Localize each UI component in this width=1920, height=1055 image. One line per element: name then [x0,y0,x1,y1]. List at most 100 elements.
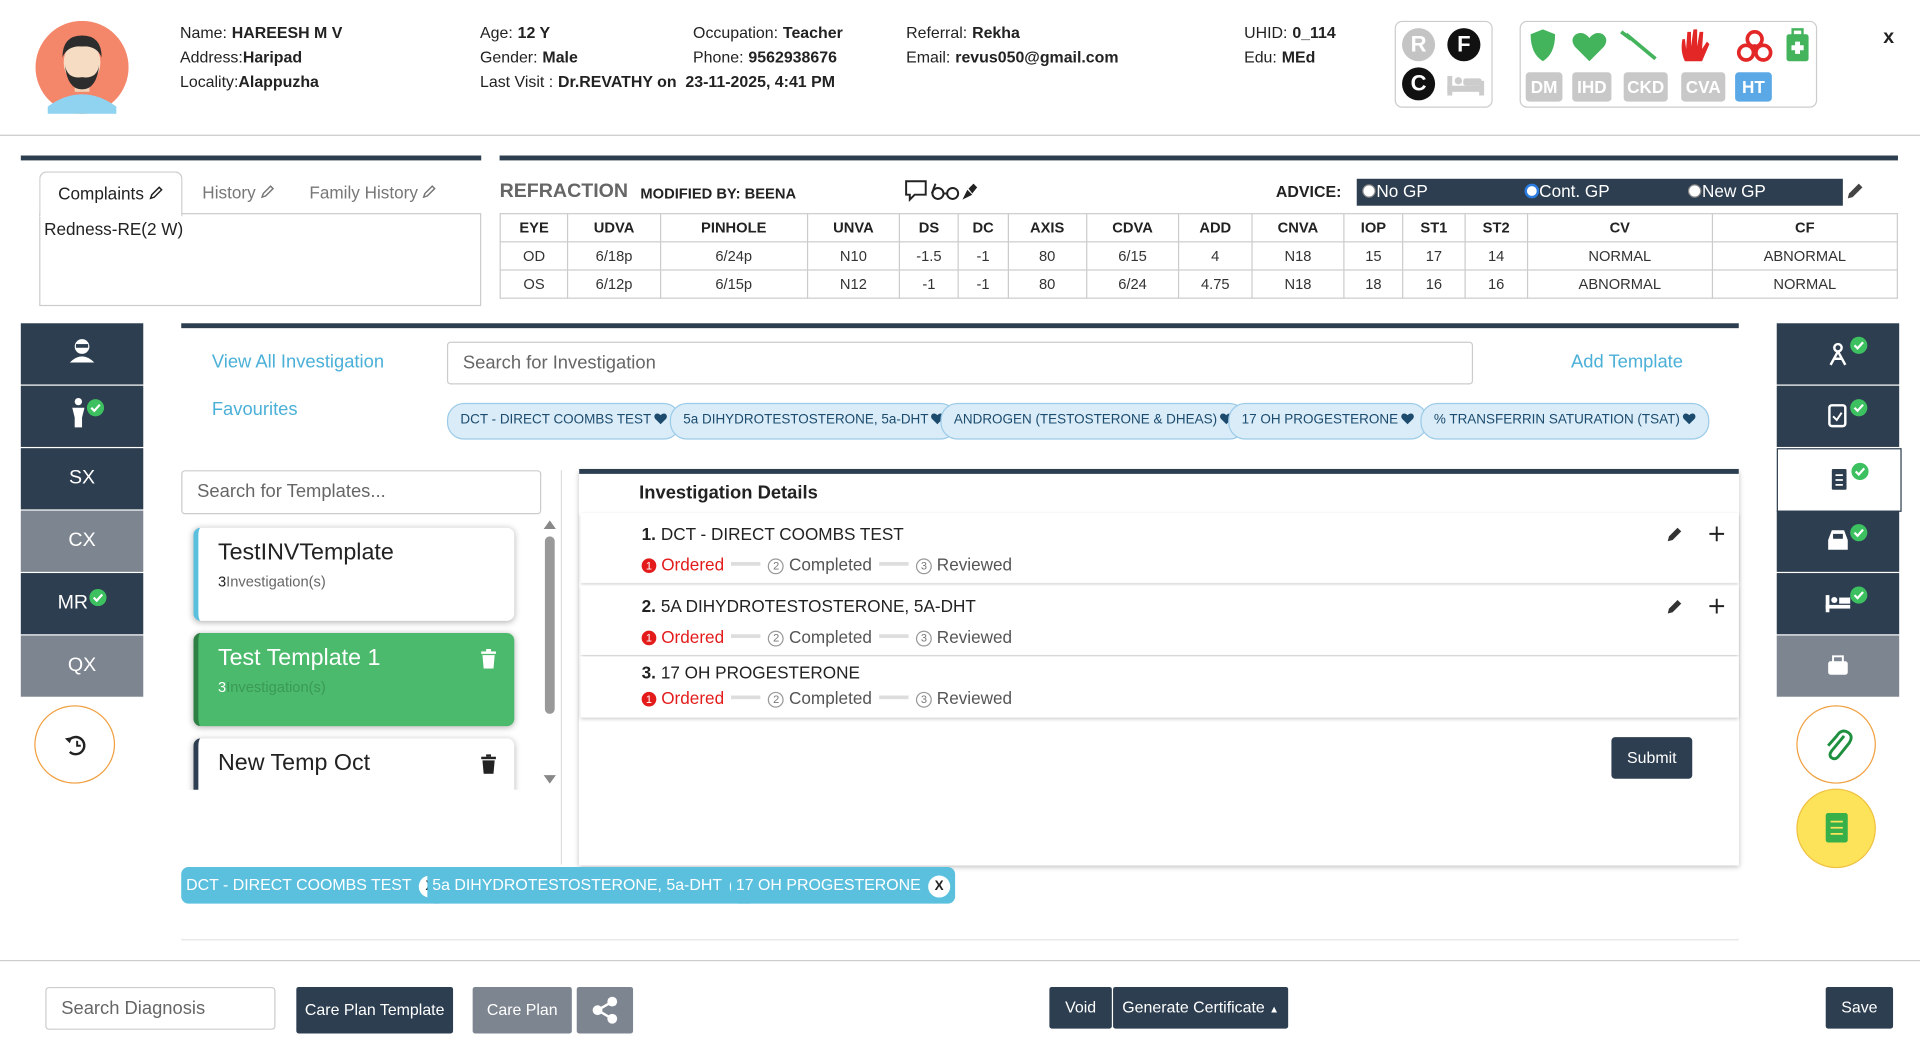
patient-field: Last Visit : Dr.REVATHY on 23-11-2025, 4:… [480,72,835,90]
share-button[interactable] [576,986,634,1034]
care-plan-template-button[interactable]: Care Plan Template [296,986,454,1034]
favourite-chip[interactable]: % TRANSFERRIN SATURATION (TSAT) [1420,402,1710,440]
edit-icon[interactable] [1845,181,1865,201]
notes-button[interactable] [1796,788,1876,869]
status-steps: 1 Ordered 2 Completed 3 Reviewed [641,688,1013,708]
selected-chip[interactable]: 17 OH PROGESTERONE X [731,866,956,904]
step-label: Ordered [661,626,725,647]
nav-item[interactable] [1776,448,1902,512]
favourite-chip[interactable]: 17 OH PROGESTERONE [1228,402,1428,440]
table-cell: 16 [1464,269,1528,299]
nav-label: MR [57,592,89,614]
nav-icon [1828,399,1868,428]
patient-field: Name: HAREESH M V [180,23,342,41]
panel-bar [181,323,1739,329]
count-label: Investigation(s) [226,678,326,696]
table-header: PINHOLE [659,213,808,243]
favourites-link[interactable]: Favourites [211,399,298,421]
step-line [879,695,909,700]
nav-item[interactable]: SX [20,448,144,510]
investigation-search[interactable]: Search for Investigation [446,341,1474,385]
history-button[interactable] [34,705,116,784]
template-card[interactable]: TestINVTemplate 3Investigation(s) [193,527,515,621]
divider [181,939,1739,941]
scrollbar[interactable] [541,517,558,789]
nav-item[interactable] [1776,385,1900,447]
badge-box [1394,20,1493,108]
nav-item[interactable]: QX [20,635,144,697]
field-label: Edu: [1244,47,1277,67]
step-label: Reviewed [936,688,1013,708]
advice-option[interactable]: No GP [1362,180,1428,202]
table-header: DS [898,213,959,243]
check-icon [89,588,107,607]
submit-button[interactable]: Submit [1611,737,1693,779]
tab[interactable]: History [184,171,294,214]
nav-item[interactable] [20,385,144,447]
favourite-chip[interactable]: ANDROGEN (TESTOSTERONE & DHEAS) [940,402,1247,440]
radio [1362,184,1376,198]
diagnosis-search[interactable]: Search Diagnosis [45,986,276,1030]
table-cell: 14 [1464,241,1528,271]
table-cell: -1 [898,269,959,299]
badge[interactable]: C [1402,67,1436,101]
count-value: 3 [217,573,227,591]
step-line [879,562,909,566]
advice-option[interactable]: Cont. GP [1524,180,1610,202]
table-cell: 4.75 [1178,269,1253,299]
close-button[interactable]: x [1883,26,1895,48]
attach-button[interactable] [1796,705,1876,784]
tab-label: Complaints [58,183,144,204]
generate-certificate-button[interactable]: Generate Certificate ▲ [1113,986,1289,1029]
table-header-row: EYE UDVA PINHOLE UNVA DS DC AXIS CDVA ADD CNVA IOP… [499,213,1898,243]
selected-chip[interactable]: DCT - DIRECT COOMBS TESTX [181,866,446,904]
edit-icon [260,185,274,199]
patient-field: Edu: MEd [1244,48,1315,66]
table-cell: N18 [1251,241,1345,271]
nav-item[interactable] [1776,635,1900,697]
tab-label: Family History [309,182,418,203]
favourite-chip[interactable]: DCT - DIRECT COOMBS TEST [446,402,681,440]
save-button[interactable]: Save [1825,986,1894,1029]
condition-icons [1530,28,1809,62]
void-button[interactable]: Void [1049,986,1112,1029]
template-card[interactable]: Test Template 1 3Investigation(s) [193,633,515,727]
field-value: Rekha [972,23,1020,42]
advice-option[interactable]: New GP [1687,180,1766,202]
refraction-title: REFRACTION [499,181,629,203]
option-label: Cont. GP [1539,181,1610,201]
view-all-link[interactable]: View All Investigation [211,351,385,373]
tab[interactable]: Complaints [39,171,183,217]
add-icon [1709,598,1725,614]
badge[interactable]: F [1447,28,1481,62]
selected-chip[interactable]: 5a DIHYDROTESTOSTERONE, 5a-DHTX [427,866,757,904]
remove-button[interactable]: X [928,875,951,898]
button-label: Generate Certificate [1122,997,1265,1017]
chip-label: DCT - DIRECT COOMBS TEST [460,412,652,428]
care-plan-button[interactable]: Care Plan [472,986,572,1034]
complaint-text[interactable]: Redness-RE(2 W) [39,213,482,307]
table-cell: -1.5 [898,241,959,271]
step-number: 2 [768,558,785,575]
tab[interactable]: Family History [294,171,453,214]
badge[interactable]: R [1402,28,1436,62]
add-template-link[interactable]: Add Template [1571,351,1684,373]
template-search[interactable]: Search for Templates... [181,470,542,515]
favourite-chip[interactable]: 5a DIHYDROTESTOSTERONE, 5a-DHT [669,402,958,440]
nav-item[interactable] [20,323,144,385]
template-card[interactable]: New Temp Oct [193,738,515,790]
nav-icon [69,339,95,363]
panel-bar [579,468,1739,474]
step-label: Reviewed [936,626,1013,647]
table-cell: 6/15p [659,269,808,299]
status-steps: 1 Ordered 2 Completed 3 Reviewed [641,555,1012,575]
nav-item[interactable] [1776,510,1900,572]
delete-icon [481,754,496,774]
nav-item[interactable] [1776,323,1900,385]
nav-item[interactable]: CX [20,510,144,572]
chip-label: 5a DIHYDROTESTOSTERONE, 5a-DHT [432,875,723,894]
table-cell: NORMAL [1526,241,1713,271]
nav-item[interactable]: MR [20,573,144,635]
field-value: HAREESH M V [231,23,343,42]
nav-item[interactable] [1776,573,1900,635]
